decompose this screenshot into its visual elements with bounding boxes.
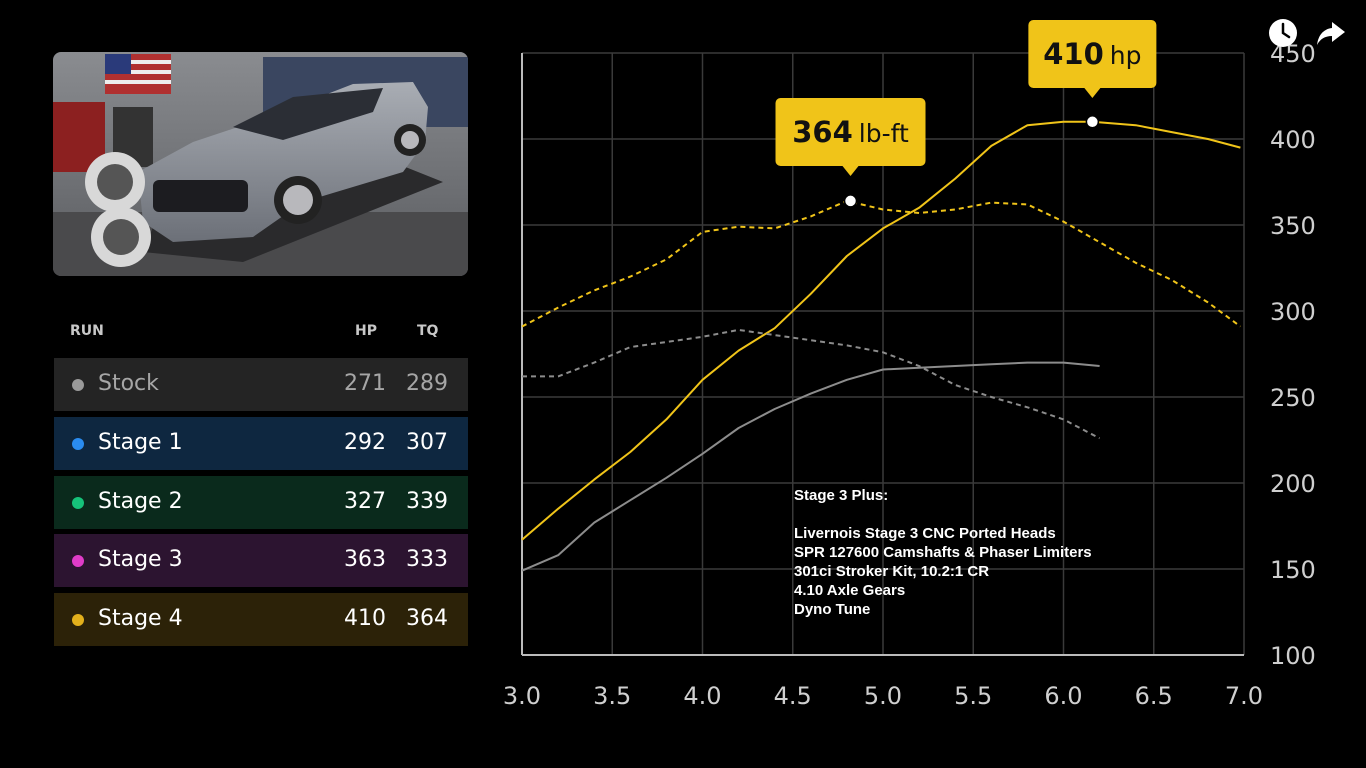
run-hp: 271 (344, 371, 386, 396)
chart-callouts: 364 lb-ft 410 hp (775, 20, 1157, 176)
y-tick-label: 350 (1270, 212, 1316, 240)
mods-title: Stage 3 Plus: (794, 487, 889, 504)
x-tick-label: 3.5 (593, 682, 631, 710)
series-line-stock-tq (522, 328, 1101, 440)
chart-markers (843, 115, 1100, 208)
mods-line: Dyno Tune (794, 601, 871, 618)
mods-line: SPR 127600 Camshafts & Phaser Limiters (794, 544, 1092, 561)
callout-unit: hp (1110, 41, 1142, 70)
y-tick-label: 100 (1270, 642, 1316, 670)
run-table-header: RUN HP TQ (54, 323, 468, 343)
mods-line: 301ci Stroker Kit, 10.2:1 CR (794, 563, 990, 580)
series-line-stock-hp (521, 361, 1100, 572)
chart-grid (521, 52, 1245, 656)
x-tick-label: 6.5 (1135, 682, 1173, 710)
run-name: Stage 4 (98, 606, 183, 631)
y-tick-label: 400 (1270, 126, 1316, 154)
callout-text: 364 lb-ft (792, 115, 909, 149)
run-hp: 327 (344, 489, 386, 514)
run-row-stage-2[interactable]: Stage 2 327 339 (54, 476, 468, 529)
run-tq: 364 (406, 606, 448, 631)
y-tick-label: 300 (1270, 298, 1316, 326)
run-name: Stage 3 (98, 547, 183, 572)
x-tick-label: 3.0 (503, 682, 541, 710)
series-line-stage4-hp (521, 120, 1241, 541)
run-tq: 289 (406, 371, 448, 396)
callout-unit: lb-ft (859, 119, 909, 148)
callout-box (775, 98, 926, 166)
run-name: Stage 1 (98, 430, 183, 455)
run-tq: 333 (406, 547, 448, 572)
x-tick-label: 6.0 (1044, 682, 1082, 710)
run-hp: 410 (344, 606, 386, 631)
status-dot (72, 379, 84, 391)
run-column-header: RUN (70, 323, 104, 339)
callout-box (1028, 20, 1157, 88)
chart-lines (521, 120, 1241, 572)
mods-line: 4.10 Axle Gears (794, 582, 906, 599)
run-row-stage-1[interactable]: Stage 1 292 307 (54, 417, 468, 470)
y-tick-label: 150 (1270, 556, 1316, 584)
run-row-stage-4[interactable]: Stage 4 410 364 (54, 593, 468, 646)
share-arrow-icon[interactable] (1314, 16, 1348, 50)
run-name: Stage 2 (98, 489, 183, 514)
peak-marker-stage4-tq (843, 194, 858, 208)
dyno-car-photo (53, 52, 468, 276)
y-tick-label: 250 (1270, 384, 1316, 412)
power-callout: 410 hp (1028, 20, 1157, 98)
mods-line: Livernois Stage 3 CNC Ported Heads (794, 525, 1056, 542)
x-tick-label: 5.5 (954, 682, 992, 710)
run-name: Stock (98, 371, 159, 396)
callout-pointer (1084, 88, 1101, 98)
x-tick-label: 4.0 (683, 682, 721, 710)
torque-callout: 364 lb-ft (775, 98, 926, 176)
run-row-stage-3[interactable]: Stage 3 363 333 (54, 534, 468, 587)
x-tick-label: 4.5 (774, 682, 812, 710)
x-tick-label: 5.0 (864, 682, 902, 710)
peak-marker-stage4-hp (1085, 115, 1100, 129)
status-dot (72, 555, 84, 567)
run-tq: 307 (406, 430, 448, 455)
mods-note: Stage 3 Plus: Livernois Stage 3 CNC Port… (794, 486, 1092, 619)
x-tick-label: 7.0 (1225, 682, 1263, 710)
status-dot (72, 614, 84, 626)
y-tick-label: 200 (1270, 470, 1316, 498)
series-line-stage4-tq (521, 199, 1241, 328)
hp-column-header: HP (355, 323, 377, 339)
status-dot (72, 497, 84, 509)
clock-icon[interactable] (1266, 16, 1300, 50)
callout-value: 364 (792, 115, 853, 149)
tq-column-header: TQ (417, 323, 439, 339)
status-dot (72, 438, 84, 450)
callout-text: 410 hp (1043, 37, 1141, 71)
run-hp: 363 (344, 547, 386, 572)
run-row-stock[interactable]: Stock 271 289 (54, 358, 468, 411)
callout-value: 410 (1043, 37, 1104, 71)
callout-pointer (842, 166, 859, 176)
run-tq: 339 (406, 489, 448, 514)
run-hp: 292 (344, 430, 386, 455)
